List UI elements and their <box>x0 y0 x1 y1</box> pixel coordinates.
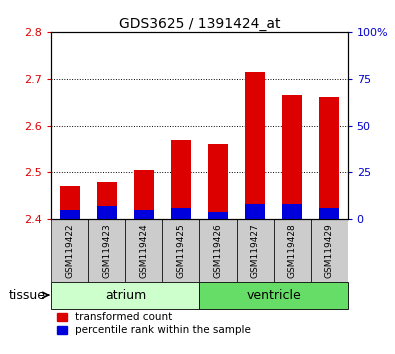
Bar <box>60 210 80 219</box>
Bar <box>208 212 228 219</box>
Bar <box>134 170 154 219</box>
Bar <box>126 219 162 281</box>
Bar <box>97 206 117 219</box>
Text: GSM119428: GSM119428 <box>288 223 297 278</box>
Bar <box>162 219 199 281</box>
Text: GSM119422: GSM119422 <box>65 223 74 278</box>
Bar <box>199 219 237 281</box>
Bar <box>208 144 228 219</box>
Text: tissue: tissue <box>8 289 45 302</box>
Text: GSM119425: GSM119425 <box>177 223 186 278</box>
Bar <box>274 219 310 281</box>
Text: ventricle: ventricle <box>246 289 301 302</box>
Bar <box>282 95 302 219</box>
Bar <box>97 182 117 219</box>
Text: GSM119426: GSM119426 <box>213 223 222 278</box>
Bar <box>60 186 80 219</box>
Bar <box>134 210 154 219</box>
Bar <box>199 281 348 309</box>
Bar <box>237 219 274 281</box>
Bar <box>51 281 199 309</box>
Bar <box>310 219 348 281</box>
Text: GSM119423: GSM119423 <box>102 223 111 278</box>
Text: GSM119429: GSM119429 <box>325 223 334 278</box>
Bar <box>171 208 191 219</box>
Bar <box>319 208 339 219</box>
Bar <box>88 219 126 281</box>
Text: GSM119427: GSM119427 <box>250 223 260 278</box>
Bar <box>51 219 88 281</box>
Bar <box>245 204 265 219</box>
Text: GSM119424: GSM119424 <box>139 223 149 278</box>
Bar <box>282 204 302 219</box>
Bar <box>245 72 265 219</box>
Legend: transformed count, percentile rank within the sample: transformed count, percentile rank withi… <box>56 312 251 335</box>
Title: GDS3625 / 1391424_at: GDS3625 / 1391424_at <box>119 17 280 31</box>
Text: atrium: atrium <box>105 289 146 302</box>
Bar <box>319 97 339 219</box>
Bar <box>171 139 191 219</box>
